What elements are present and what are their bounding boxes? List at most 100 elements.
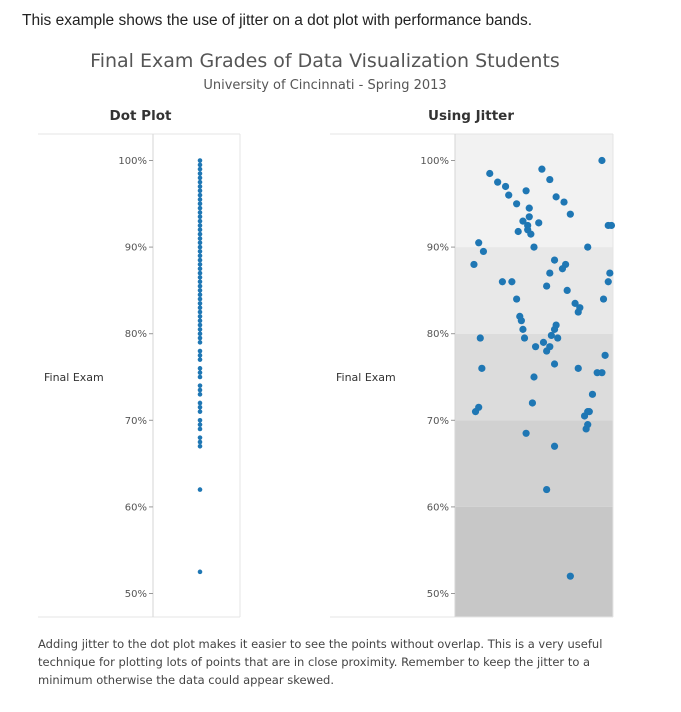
data-point xyxy=(508,278,516,286)
data-point xyxy=(197,179,203,185)
data-point xyxy=(197,227,203,233)
data-point xyxy=(197,392,203,397)
data-point xyxy=(197,305,203,311)
data-point xyxy=(584,243,592,251)
y-tick-label: 80% xyxy=(125,329,147,340)
data-point xyxy=(197,296,203,302)
y-tick-label: 50% xyxy=(125,589,147,600)
y-tick-label: 60% xyxy=(427,502,449,513)
data-point xyxy=(197,218,203,224)
data-point xyxy=(520,334,529,342)
data-point xyxy=(197,327,203,332)
data-point xyxy=(550,442,559,450)
data-point xyxy=(470,260,478,269)
data-point xyxy=(197,210,203,215)
data-point xyxy=(558,265,567,273)
data-point xyxy=(197,426,203,432)
data-point xyxy=(197,236,203,241)
jitter-plot-panel: 50% 60% 70% 80% 90% 100% xyxy=(330,133,616,618)
data-point xyxy=(197,175,203,181)
data-point xyxy=(560,198,568,206)
data-point xyxy=(566,572,574,580)
performance-band xyxy=(455,420,613,507)
data-point xyxy=(574,308,582,316)
data-point xyxy=(606,269,614,277)
data-point xyxy=(197,262,203,267)
data-point xyxy=(197,409,203,414)
data-point xyxy=(543,347,551,355)
data-point xyxy=(197,322,203,328)
data-point xyxy=(574,364,582,372)
data-point xyxy=(550,256,559,264)
data-point xyxy=(197,171,203,176)
data-point xyxy=(197,188,203,194)
data-point xyxy=(197,435,203,440)
data-point xyxy=(476,334,484,342)
data-point xyxy=(197,223,203,228)
data-point xyxy=(197,366,203,371)
data-point xyxy=(505,191,513,199)
data-point xyxy=(522,429,530,437)
data-point xyxy=(197,340,203,345)
data-point xyxy=(513,295,521,303)
data-point xyxy=(550,325,559,333)
data-point xyxy=(525,204,533,212)
data-point xyxy=(566,210,574,218)
dot-plot-panel: 50% 60% 70% 80% 90% 100% xyxy=(38,133,241,618)
data-point xyxy=(546,269,554,277)
data-point xyxy=(571,299,579,307)
data-point xyxy=(498,278,506,286)
data-point xyxy=(530,243,538,251)
y-tick-label: 70% xyxy=(427,416,449,427)
data-point xyxy=(197,288,203,293)
data-point xyxy=(197,487,203,492)
performance-band xyxy=(455,247,613,334)
data-point xyxy=(519,217,527,225)
data-point xyxy=(197,279,203,285)
data-point xyxy=(197,314,203,319)
data-point xyxy=(552,193,560,201)
data-point xyxy=(513,200,521,208)
data-point xyxy=(554,334,562,342)
data-point xyxy=(197,422,203,427)
y-tick-label: 80% xyxy=(427,329,449,340)
data-point xyxy=(519,325,527,333)
data-point xyxy=(543,282,551,290)
data-point xyxy=(197,569,203,575)
chart-subtitle: University of Cincinnati - Spring 2013 xyxy=(203,78,447,93)
data-point xyxy=(475,403,483,411)
data-point xyxy=(197,353,203,358)
data-point xyxy=(197,253,203,259)
data-point xyxy=(197,197,203,202)
data-point xyxy=(539,338,548,346)
data-point xyxy=(580,412,589,420)
data-point xyxy=(530,373,538,381)
data-point xyxy=(197,192,203,198)
data-point xyxy=(197,249,203,254)
data-point xyxy=(197,266,203,272)
data-point xyxy=(197,158,203,163)
data-point xyxy=(598,156,606,165)
data-point xyxy=(527,230,535,238)
data-point xyxy=(604,278,612,286)
data-point xyxy=(197,357,203,362)
data-point xyxy=(547,331,555,340)
data-point xyxy=(563,286,571,294)
data-point xyxy=(197,374,203,380)
data-point xyxy=(607,221,616,230)
data-point xyxy=(197,331,203,337)
data-point xyxy=(197,348,203,354)
data-point xyxy=(501,182,510,191)
data-point xyxy=(197,240,203,246)
data-point xyxy=(599,295,608,303)
y-tick-label: 90% xyxy=(125,243,147,254)
data-point xyxy=(197,318,203,324)
data-point xyxy=(588,390,597,398)
y-tick-label: 90% xyxy=(427,243,449,254)
data-point xyxy=(514,227,522,236)
data-point xyxy=(543,485,551,494)
data-point xyxy=(550,360,559,368)
data-point xyxy=(546,175,554,184)
data-point xyxy=(478,364,486,372)
performance-band xyxy=(455,506,613,617)
